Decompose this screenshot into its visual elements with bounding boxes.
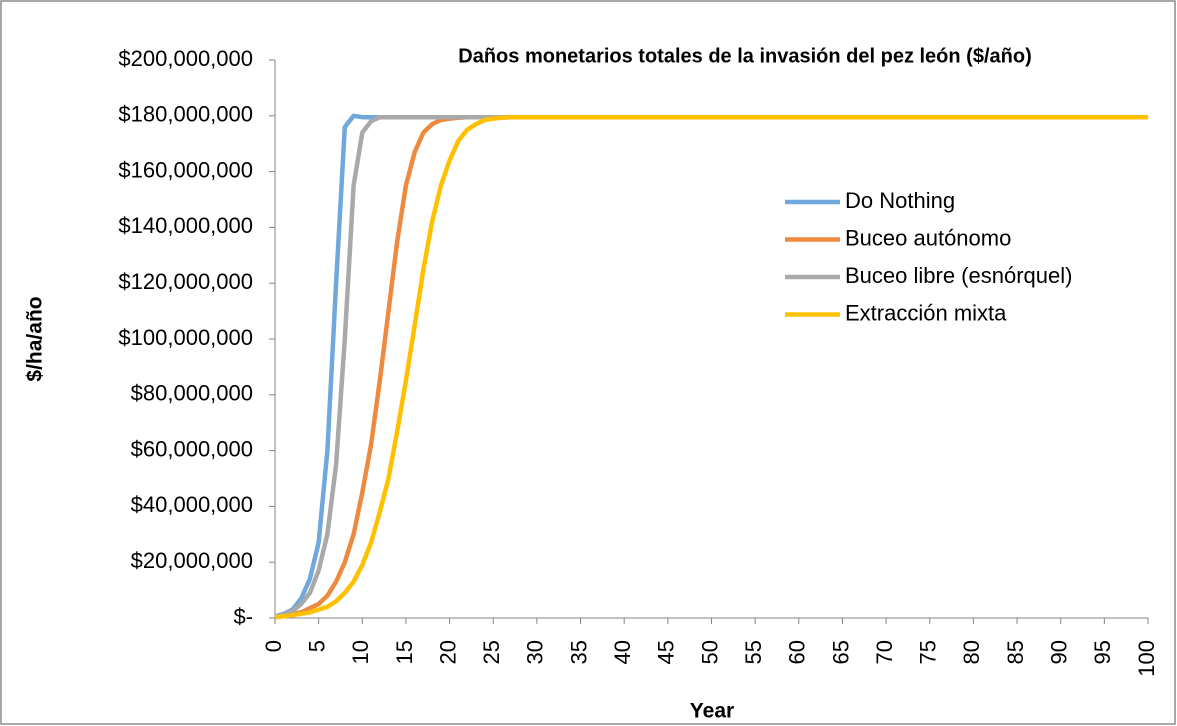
y-tick-label: $- — [233, 604, 253, 629]
y-tick-label: $180,000,000 — [118, 102, 253, 127]
x-tick-label: 75 — [916, 640, 941, 664]
x-tick-label: 30 — [523, 640, 548, 664]
legend-label: Buceo libre (esnórquel) — [845, 263, 1072, 288]
x-tick-label: 35 — [566, 640, 591, 664]
x-tick-label: 80 — [959, 640, 984, 664]
x-tick-label: 60 — [785, 640, 810, 664]
x-tick-label: 0 — [261, 640, 286, 652]
x-tick-label: 50 — [697, 640, 722, 664]
x-axis-title: Year — [690, 700, 734, 723]
y-tick-label: $140,000,000 — [118, 213, 253, 238]
x-tick-label: 85 — [1003, 640, 1028, 664]
x-tick-label: 40 — [610, 640, 635, 664]
x-tick-label: 95 — [1090, 640, 1115, 664]
x-tick-label: 45 — [654, 640, 679, 664]
x-tick-label: 10 — [348, 640, 373, 664]
y-tick-label: $160,000,000 — [118, 157, 253, 182]
y-tick-label: $20,000,000 — [131, 548, 253, 573]
x-tick-label: 70 — [872, 640, 897, 664]
x-tick-label: 90 — [1047, 640, 1072, 664]
y-tick-label: $200,000,000 — [118, 46, 253, 71]
x-tick-label: 55 — [741, 640, 766, 664]
legend-label: Extracción mixta — [845, 300, 1007, 325]
legend-label: Buceo autónomo — [845, 225, 1011, 250]
series-line — [274, 114, 1148, 620]
chart-title: Daños monetarios totales de la invasión … — [458, 45, 1031, 67]
x-tick-label: 65 — [828, 640, 853, 664]
x-tick-label: 100 — [1134, 640, 1159, 677]
legend-label: Do Nothing — [845, 188, 955, 213]
y-tick-label: $100,000,000 — [118, 325, 253, 350]
x-tick-label: 5 — [304, 640, 329, 652]
x-tick-label: 25 — [479, 640, 504, 664]
y-tick-label: $80,000,000 — [131, 381, 253, 406]
y-tick-label: $40,000,000 — [131, 492, 253, 517]
x-tick-label: 15 — [392, 640, 417, 664]
x-tick-label: 20 — [435, 640, 460, 664]
y-axis-title: $/ha/año — [24, 296, 47, 381]
y-tick-label: $120,000,000 — [118, 269, 253, 294]
y-tick-label: $60,000,000 — [131, 436, 253, 461]
